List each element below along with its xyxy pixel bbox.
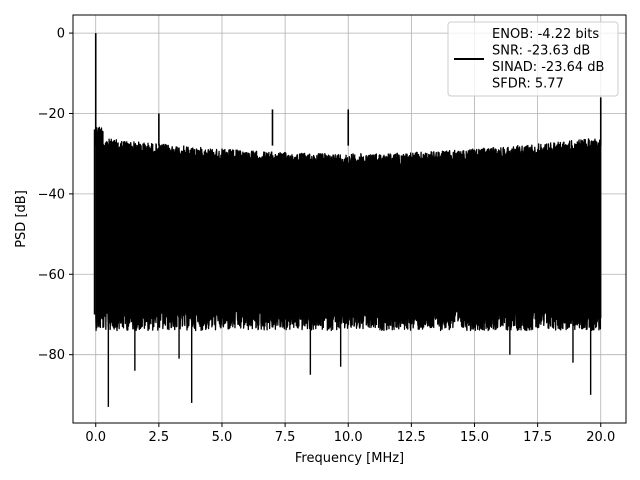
x-tick-label: 0.0	[85, 430, 106, 445]
legend-label-line: ENOB: -4.22 bits	[492, 27, 599, 42]
x-tick-label: 2.5	[149, 430, 170, 445]
y-tick-label: −60	[38, 268, 65, 283]
legend: ENOB: -4.22 bits SNR: -23.63 dB SINAD: -…	[447, 21, 619, 97]
x-axis-ticks: 0.0 2.5 5.0 7.5 10.0 12.5 15.0 17.5 20.0	[85, 423, 615, 445]
x-tick-label: 15.0	[460, 430, 489, 445]
x-tick-label: 10.0	[334, 430, 363, 445]
psd-series	[93, 33, 602, 407]
x-tick-label: 12.5	[397, 430, 426, 445]
x-axis-label: Frequency [MHz]	[295, 451, 404, 466]
x-tick-label: 17.5	[523, 430, 552, 445]
legend-label: ENOB: -4.22 bits SNR: -23.63 dB SINAD: -…	[492, 27, 609, 92]
legend-label-line: SNR: -23.63 dB	[492, 44, 590, 59]
y-axis-ticks: 0 −20 −40 −60 −80	[38, 27, 73, 363]
x-tick-label: 5.0	[212, 430, 233, 445]
x-tick-label: 20.0	[586, 430, 615, 445]
y-tick-label: −40	[38, 187, 65, 202]
y-axis-label: PSD [dB]	[14, 190, 29, 248]
legend-label-line: SFDR: 5.77	[492, 77, 564, 92]
x-tick-label: 7.5	[275, 430, 296, 445]
y-tick-label: 0	[57, 27, 65, 42]
legend-label-line: SINAD: -23.64 dB	[492, 60, 604, 75]
plot-frame	[72, 14, 627, 424]
psd-trace	[95, 126, 602, 332]
y-tick-label: −80	[38, 348, 65, 363]
legend-box	[447, 21, 619, 97]
y-tick-label: −20	[38, 107, 65, 122]
